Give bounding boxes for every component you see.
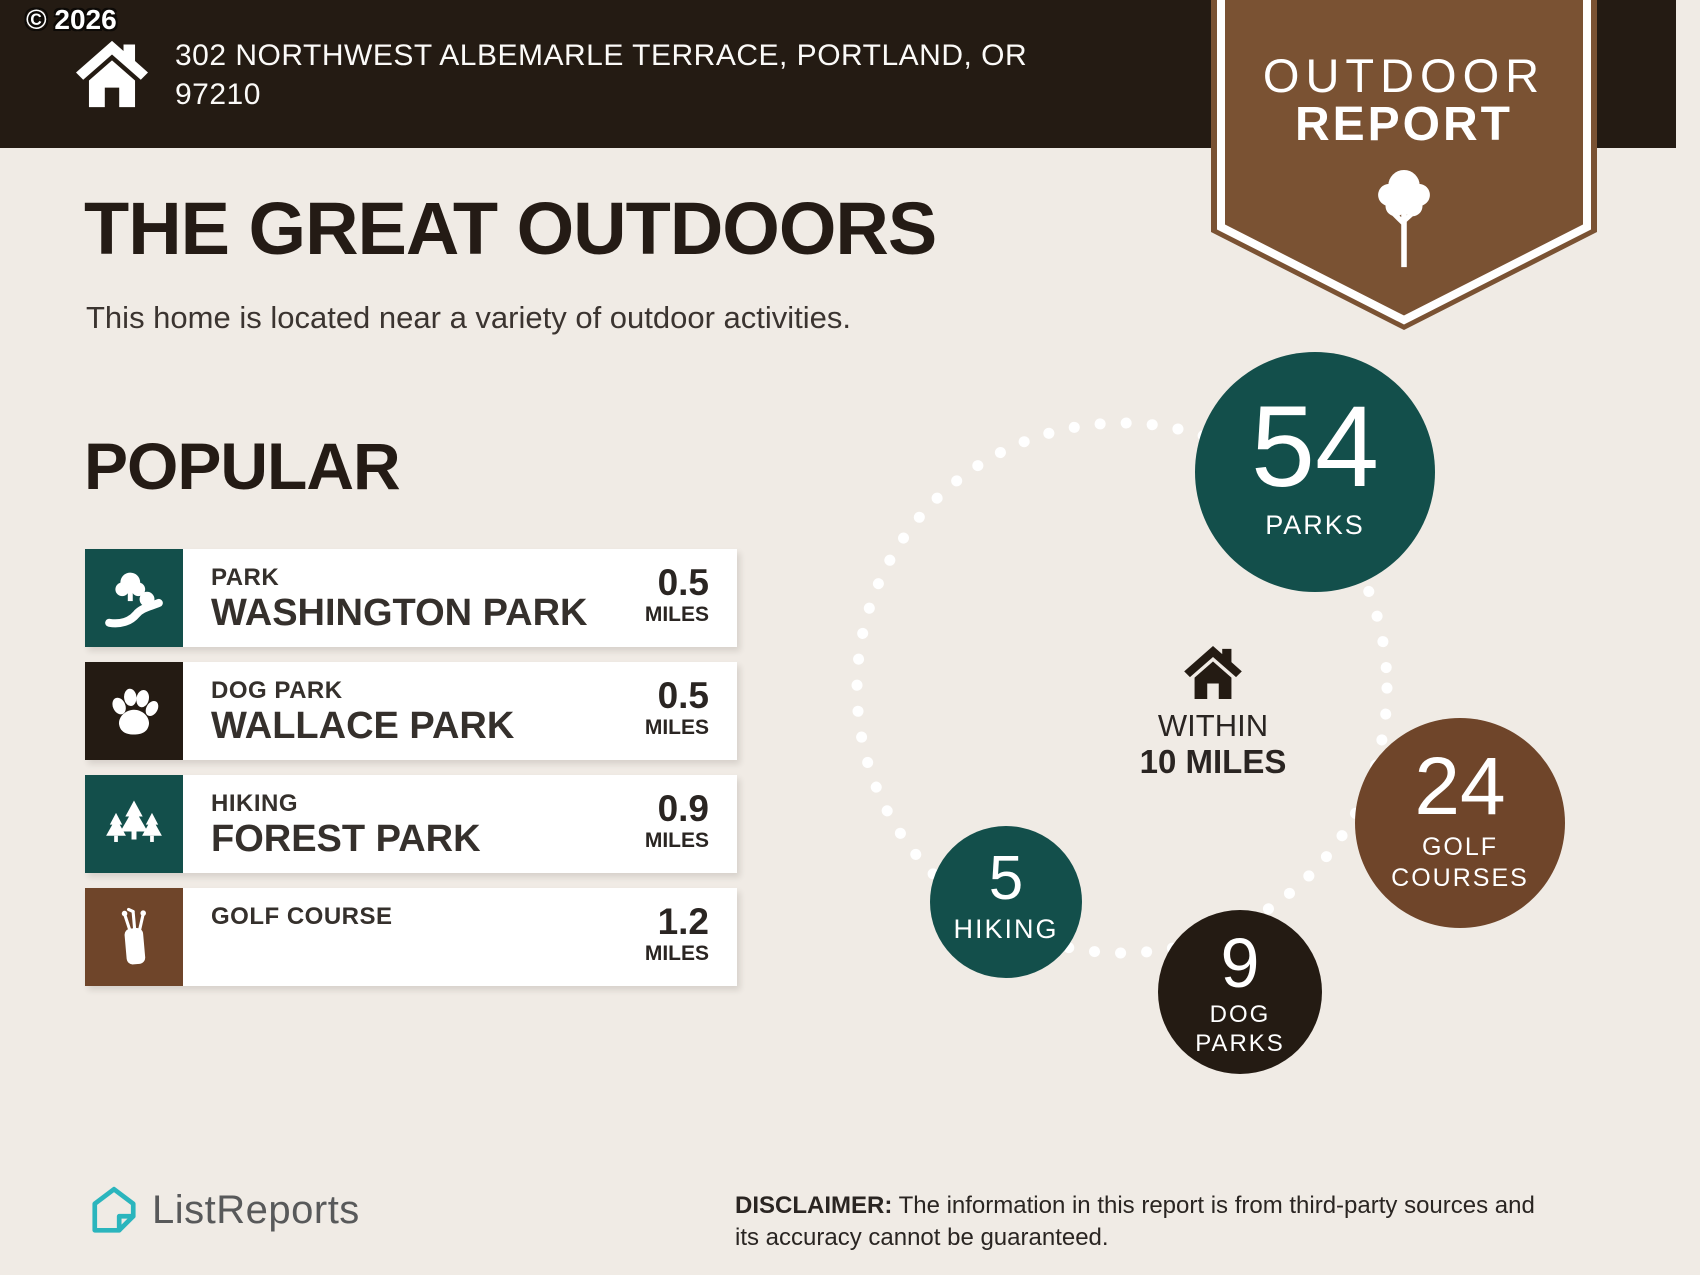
list-item-park: PARK WASHINGTON PARK 0.5 MILES <box>85 549 737 647</box>
item-distance: 1.2 MILES <box>644 901 709 966</box>
item-name: WALLACE PARK <box>211 705 515 747</box>
stat-label: GOLF COURSES <box>1391 833 1529 892</box>
page-title: THE GREAT OUTDOORS <box>84 187 937 270</box>
park-icon <box>85 549 183 647</box>
distance-unit: MILES <box>644 716 709 739</box>
disclaimer-text: The information in this report is from t… <box>735 1192 1535 1251</box>
distance-value: 0.5 <box>657 675 709 716</box>
distance-unit: MILES <box>644 603 709 626</box>
item-category: GOLF COURSE <box>211 903 393 930</box>
list-item-body: PARK WASHINGTON PARK 0.5 MILES <box>183 549 737 647</box>
list-item-body: GOLF COURSE 1.2 MILES <box>183 888 737 986</box>
house-icon <box>1184 646 1242 699</box>
house-icon <box>76 40 148 108</box>
brand-name: ListReports <box>152 1187 360 1232</box>
outdoor-report-ribbon: OUTDOOR REPORT <box>1211 0 1597 336</box>
item-category: PARK <box>211 564 280 591</box>
golf-bag-icon <box>85 888 183 986</box>
property-address: 302 NORTHWEST ALBEMARLE TERRACE, PORTLAN… <box>175 39 1028 111</box>
distance-value: 0.9 <box>657 788 709 829</box>
copyright-watermark: © 2026 <box>26 4 117 35</box>
stat-circle-hiking: 5 HIKING <box>930 826 1082 978</box>
distance-value: 1.2 <box>657 901 709 942</box>
within-label: WITHIN <box>1157 708 1269 743</box>
list-item-dog-park: DOG PARK WALLACE PARK 0.5 MILES <box>85 662 737 760</box>
distance-unit: MILES <box>644 829 709 852</box>
item-distance: 0.5 MILES <box>644 562 709 627</box>
list-item-golf-course: GOLF COURSE 1.2 MILES <box>85 888 737 986</box>
item-distance: 0.5 MILES <box>644 675 709 740</box>
distance-value: 0.5 <box>657 562 709 603</box>
within-distance-label: 10 MILES <box>1139 743 1287 780</box>
stat-value: 9 <box>1220 924 1260 1002</box>
disclaimer-label: DISCLAIMER: <box>735 1192 893 1219</box>
stat-circle-parks: 54 PARKS <box>1195 352 1435 592</box>
page-subtitle: This home is located near a variety of o… <box>86 300 852 335</box>
item-name: FOREST PARK <box>211 818 481 860</box>
paw-icon <box>85 662 183 760</box>
distance-unit: MILES <box>644 942 709 965</box>
ribbon-shape <box>1211 0 1597 330</box>
listreports-logo: ListReports <box>88 1184 360 1236</box>
list-item-body: HIKING FOREST PARK 0.9 MILES <box>183 775 737 873</box>
stat-value: 54 <box>1251 383 1379 511</box>
item-distance: 0.9 MILES <box>644 788 709 853</box>
item-category: DOG PARK <box>211 677 343 704</box>
listreports-house-icon <box>92 1186 136 1233</box>
pine-trees-icon <box>85 775 183 873</box>
stat-circle-dog-parks: 9 DOG PARKS <box>1158 910 1322 1074</box>
item-name: WASHINGTON PARK <box>211 592 588 634</box>
list-item-hiking: HIKING FOREST PARK 0.9 MILES <box>85 775 737 873</box>
popular-heading: POPULAR <box>84 429 401 503</box>
stat-value: 5 <box>988 844 1024 913</box>
item-category: HIKING <box>211 790 298 817</box>
popular-list: PARK WASHINGTON PARK 0.5 MILES DOG PARK <box>85 549 737 1001</box>
stat-circle-golf-courses: 24 GOLF COURSES <box>1355 718 1565 928</box>
stat-value: 24 <box>1414 741 1506 832</box>
ribbon-title-line1: OUTDOOR <box>1262 49 1546 102</box>
ribbon-title-line2: REPORT <box>1294 98 1513 151</box>
stat-label: PARKS <box>1265 510 1365 540</box>
disclaimer: DISCLAIMER: The information in this repo… <box>735 1190 1565 1254</box>
list-item-body: DOG PARK WALLACE PARK 0.5 MILES <box>183 662 737 760</box>
tree-icon <box>1378 169 1430 268</box>
stat-label: HIKING <box>953 914 1059 944</box>
stat-label: DOG PARKS <box>1195 1001 1285 1057</box>
